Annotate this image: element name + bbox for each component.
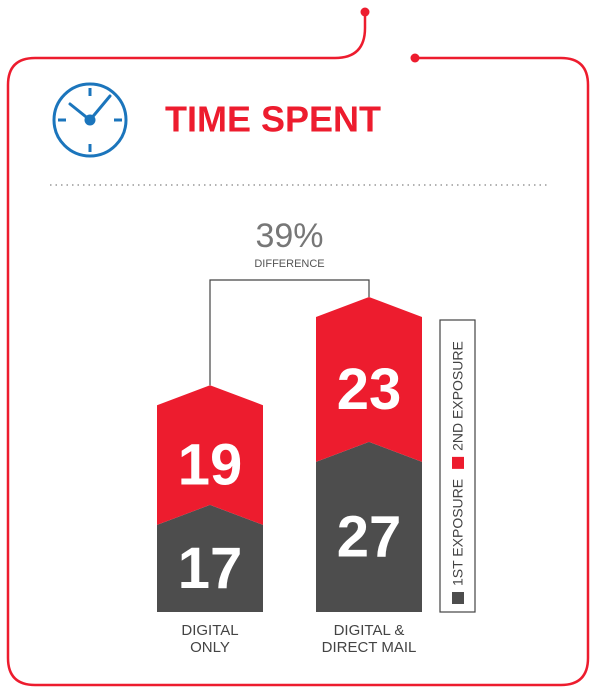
legend: 1ST EXPOSURE 2ND EXPOSURE [450,341,466,604]
legend-label: 2ND EXPOSURE [450,341,466,451]
legend-swatch [452,592,464,604]
annotation-value: 39% [255,217,323,255]
chart-title: TIME SPENT [165,99,381,140]
frame [6,12,590,687]
legend-label: 1ST EXPOSURE [450,479,466,586]
frame-dot [360,7,370,17]
x-tick-label: DIGITAL & DIRECT MAIL [321,622,417,656]
bar-segment [316,297,422,462]
bar-segment [157,504,263,612]
bar-segment [157,385,263,525]
value-label: 17 [178,536,243,601]
difference-bracket [209,279,370,386]
value-label: 23 [337,357,402,422]
annotation-text: DIFFERENCE [254,258,324,270]
value-label: 19 [178,432,243,497]
legend-swatch [452,456,464,469]
clock-icon [52,82,128,158]
value-label: 27 [337,504,402,569]
legend-box [439,319,476,613]
x-tick-label: DIGITAL ONLY [181,622,239,656]
frame-dot [410,53,420,63]
bar-segment [316,441,422,612]
